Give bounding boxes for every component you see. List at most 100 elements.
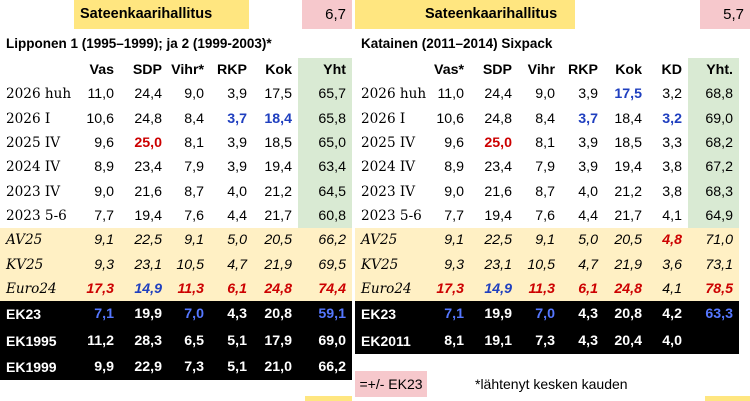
row-label: 2023 IV bbox=[6, 183, 61, 200]
total-cell: 65,7 bbox=[298, 82, 352, 107]
table-row: 2023 IV 9,0 21,6 8,7 4,0 21,2 3,8 68,3 bbox=[355, 179, 739, 204]
cell: 8,9 bbox=[94, 159, 114, 176]
row-label: EK1995 bbox=[0, 327, 76, 354]
cell: 17,9 bbox=[253, 327, 298, 354]
cell: 8,4 bbox=[184, 110, 204, 127]
total-cell: 69,5 bbox=[298, 252, 352, 277]
election-row: EK23 7,1 19,9 7,0 4,3 20,8 59,1 bbox=[0, 300, 352, 328]
cell: 7,3 bbox=[518, 327, 561, 354]
left-col-vas: Vas bbox=[89, 62, 114, 79]
right-col-kd: KD bbox=[661, 62, 683, 79]
left-col-rkp: RKP bbox=[217, 62, 247, 79]
left-col-label bbox=[0, 58, 76, 82]
reference-row: Euro24 17,3 14,9 11,3 6,1 24,8 74,4 bbox=[0, 276, 352, 301]
row-label: 2026 I bbox=[6, 110, 51, 127]
left-col-vihr: Vihr* bbox=[171, 62, 204, 79]
row-label: 2023 5-6 bbox=[361, 207, 422, 224]
cell: 8,9 bbox=[444, 159, 464, 176]
right-footer: =+/- EK23 *lähtenyt kesken kauden bbox=[355, 371, 750, 401]
row-label: 2023 IV bbox=[361, 183, 416, 200]
cell: 20,4 bbox=[604, 327, 648, 354]
cell: 8,7 bbox=[535, 183, 555, 200]
legend-badge: =+/- EK23 bbox=[355, 371, 427, 397]
left-header-title: Sateenkaarihallitus bbox=[80, 6, 213, 22]
cell: 10,6 bbox=[436, 110, 464, 127]
left-poll-table: Vas SDP Vihr* RKP Kok Yht 2026 huh 11,0 … bbox=[0, 58, 352, 381]
cell: 24,8 bbox=[484, 110, 512, 127]
row-label: 2026 huh bbox=[361, 86, 427, 103]
cell: 3,8 bbox=[662, 183, 682, 200]
table-row: 2024 IV 8,9 23,4 7,9 3,9 19,4 3,8 67,2 bbox=[355, 155, 739, 180]
cell: 17,5 bbox=[614, 86, 642, 103]
total-cell: 74,4 bbox=[298, 276, 352, 301]
row-label: 2025 IV bbox=[6, 135, 61, 152]
row-label: 2026 I bbox=[361, 110, 406, 127]
cell: 19,9 bbox=[470, 300, 518, 328]
cell: 5,1 bbox=[210, 353, 253, 381]
total-cell: 64,9 bbox=[688, 203, 739, 229]
cell: 7,9 bbox=[184, 159, 204, 176]
cell: 11,3 bbox=[168, 276, 210, 301]
right-col-sdp: SDP bbox=[482, 62, 512, 79]
left-col-sdp: SDP bbox=[132, 62, 162, 79]
cell: 17,3 bbox=[76, 276, 120, 301]
cell: 19,1 bbox=[470, 327, 518, 354]
cell: 4,4 bbox=[227, 207, 247, 224]
right-col-rkp: RKP bbox=[568, 62, 598, 79]
reference-row: KV25 9,3 23,1 10,5 4,7 21,9 69,5 bbox=[0, 252, 352, 277]
cell: 7,7 bbox=[94, 207, 114, 224]
left-col-total: Yht bbox=[298, 58, 352, 83]
table-row: 2023 5-6 7,7 19,4 7,6 4,4 21,7 4,1 64,9 bbox=[355, 203, 739, 229]
cell: 10,5 bbox=[518, 252, 561, 277]
cell: 3,3 bbox=[662, 135, 682, 152]
cell: 20,5 bbox=[253, 228, 298, 253]
cell: 11,0 bbox=[437, 86, 464, 103]
total-cell: 59,1 bbox=[298, 300, 352, 328]
left-subtitle: Lipponen 1 (1995–1999); ja 2 (1999-2003)… bbox=[6, 36, 272, 51]
cell: 11,0 bbox=[87, 86, 114, 103]
cell: 21,9 bbox=[604, 252, 648, 277]
left-bottom-accent bbox=[305, 396, 352, 401]
cell: 4,2 bbox=[648, 300, 688, 328]
cell: 9,0 bbox=[184, 86, 204, 103]
cell: 21,6 bbox=[134, 183, 162, 200]
cell: 4,7 bbox=[561, 252, 604, 277]
cell: 18,4 bbox=[264, 110, 292, 127]
row-label: AV25 bbox=[0, 228, 76, 253]
cell: 21,6 bbox=[484, 183, 512, 200]
table-row: 2026 I 10,6 24,8 8,4 3,7 18,4 3,2 69,0 bbox=[355, 106, 739, 131]
cell: 24,8 bbox=[253, 276, 298, 301]
row-label: KV25 bbox=[0, 252, 76, 277]
cell: 23,1 bbox=[470, 252, 518, 277]
cell: 4,3 bbox=[561, 327, 604, 354]
left-header: Sateenkaarihallitus 6,7 bbox=[0, 0, 352, 30]
cell: 6,1 bbox=[561, 276, 604, 301]
cell: 19,4 bbox=[614, 159, 642, 176]
cell: 8,7 bbox=[184, 183, 204, 200]
cell: 9,9 bbox=[76, 353, 120, 381]
cell: 3,9 bbox=[578, 135, 598, 152]
cell: 3,6 bbox=[648, 252, 688, 277]
cell: 23,1 bbox=[120, 252, 168, 277]
cell: 7,6 bbox=[535, 207, 555, 224]
total-cell: 64,5 bbox=[298, 179, 352, 204]
cell: 9,3 bbox=[76, 252, 120, 277]
cell: 5,1 bbox=[210, 327, 253, 354]
table-row: 2026 huh 11,0 24,4 9,0 3,9 17,5 3,2 68,8 bbox=[355, 82, 739, 107]
row-label: 2024 IV bbox=[361, 159, 416, 176]
cell: 9,1 bbox=[76, 228, 120, 253]
cell: 11,3 bbox=[518, 276, 561, 301]
cell: 18,5 bbox=[264, 135, 292, 152]
cell: 3,2 bbox=[662, 86, 682, 103]
cell: 7,3 bbox=[168, 353, 210, 381]
total-cell: 63,3 bbox=[688, 300, 739, 328]
left-header-bg bbox=[74, 0, 249, 29]
cell: 10,5 bbox=[168, 252, 210, 277]
cell: 6,5 bbox=[168, 327, 210, 354]
total-cell: 63,4 bbox=[298, 155, 352, 180]
right-subtitle: Katainen (2011–2014) Sixpack bbox=[361, 36, 553, 51]
table-row: 2026 I 10,6 24,8 8,4 3,7 18,4 65,8 bbox=[0, 106, 352, 131]
cell: 3,7 bbox=[227, 110, 247, 127]
cell: 3,9 bbox=[578, 86, 598, 103]
cell: 9,1 bbox=[518, 228, 561, 253]
